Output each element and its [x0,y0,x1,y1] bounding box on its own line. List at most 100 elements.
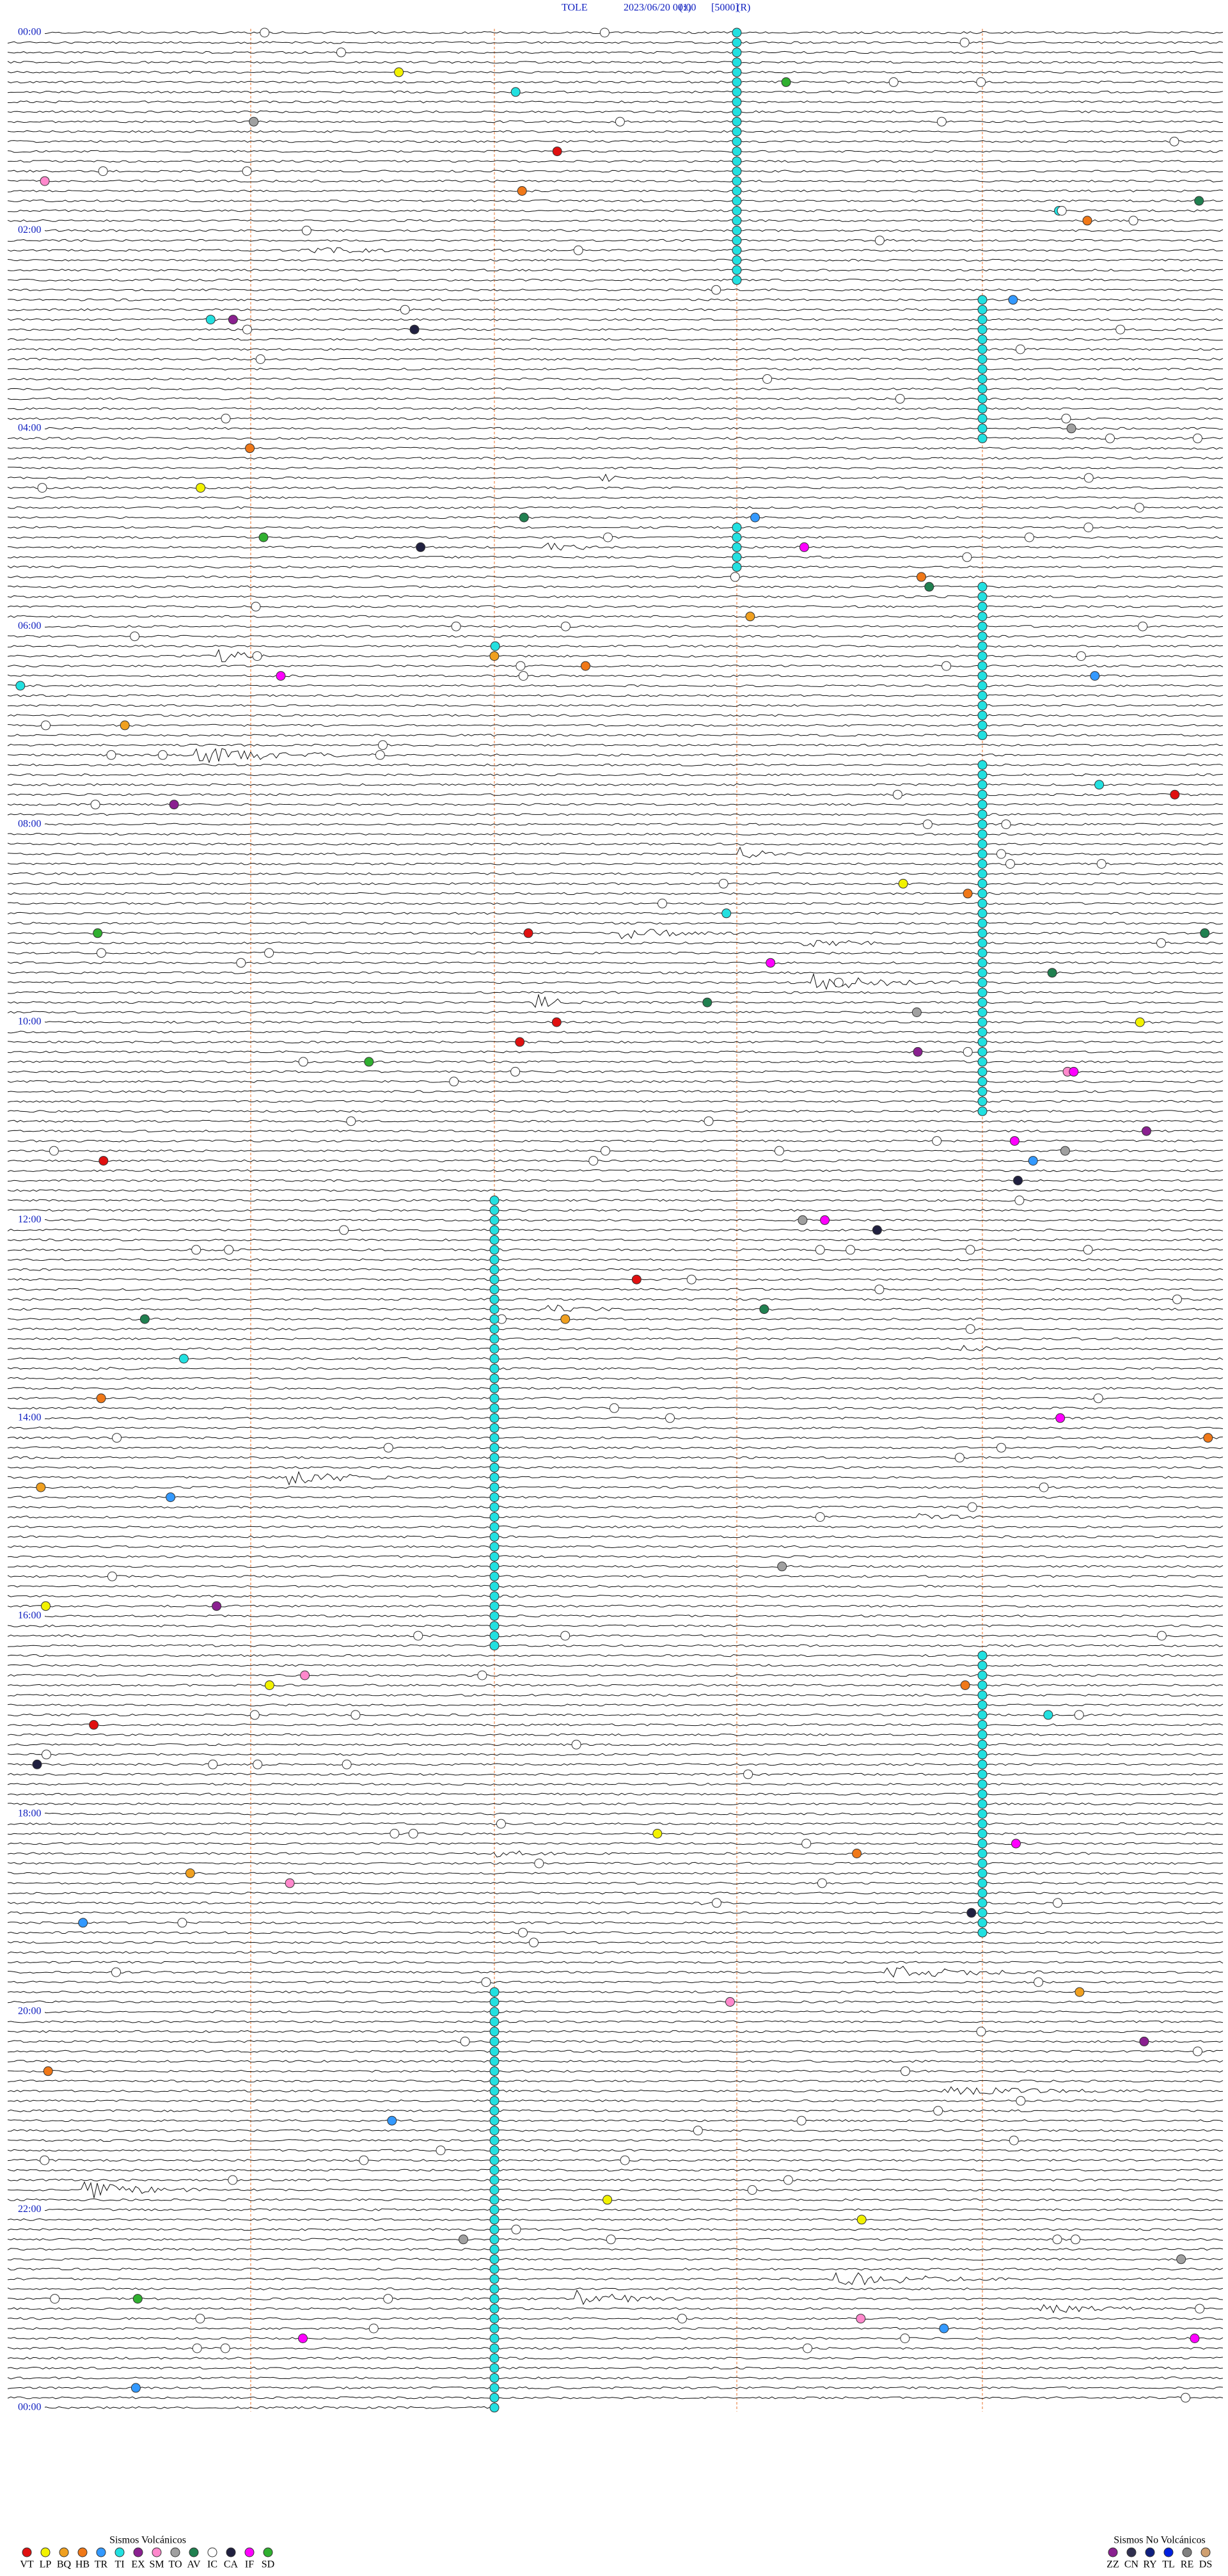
trace [7,1110,1224,1113]
trace [7,2020,1224,2023]
event-marker [833,977,844,988]
trace [7,2000,1224,2003]
event-marker [783,2175,793,2185]
tremor-marker [489,1274,500,1284]
event-marker [1083,1245,1093,1255]
event-marker [759,1304,769,1315]
trace [7,1575,1224,1578]
trace [7,1892,1224,1895]
tremor-marker [489,2076,500,2086]
legend-label: RE [1181,2559,1193,2570]
trace [7,2050,1224,2053]
event-marker [111,1967,121,1977]
trace [7,2069,1224,2073]
event-marker [1138,621,1148,631]
tremor-marker [489,1473,500,1483]
trace [7,595,1224,598]
tremor-marker [489,2284,500,2294]
trace [7,674,1224,677]
event-marker [41,720,51,731]
event-marker [601,1146,610,1156]
tremor-marker [489,2007,500,2017]
tremor-marker [977,354,988,364]
event-marker [1181,2392,1191,2403]
tremor-marker [489,1522,500,1532]
event-marker [245,443,255,454]
tremor-marker [732,107,742,117]
event-marker [242,166,252,177]
trace [7,1535,1224,1538]
trace [7,2181,1224,2199]
event-marker [169,800,179,810]
tremor-marker [977,1878,988,1888]
trace [7,347,1224,351]
trace [7,407,1224,410]
trace [7,377,1224,381]
tremor-marker [489,1344,500,1354]
tremor-marker [977,1739,988,1750]
event-marker [1024,532,1034,542]
trace [7,1456,1224,1459]
trace [7,247,1224,253]
event-marker [1090,671,1100,681]
time-label: 14:00 [18,1412,41,1423]
header-text: (1) [679,3,691,13]
event-marker [1034,1977,1044,1987]
time-label-bg [6,1412,45,1423]
time-label: 02:00 [18,225,41,235]
tremor-marker [977,1789,988,1799]
event-marker [1005,859,1015,869]
tremor-marker [489,1561,500,1572]
event-marker [815,1245,825,1255]
event-marker [191,1245,201,1255]
trace [7,1119,1224,1123]
header-text: 2023/06/20 00:00 [624,3,696,13]
trace [7,1990,1224,1994]
legend-swatch [77,2547,88,2557]
trace [7,723,1224,727]
event-marker [693,2126,703,2136]
tremor-marker [489,2204,500,2215]
trace [7,2178,1224,2182]
legend-swatch [1200,2547,1211,2557]
legend-label: CA [224,2559,239,2570]
tremor-marker [732,77,742,87]
legend-swatch [170,2547,180,2557]
tremor-marker [977,898,988,908]
trace [7,2198,1223,2202]
event-marker [965,1324,975,1334]
event-marker [962,552,972,562]
trace [7,308,1224,312]
trace [7,783,1223,786]
trace [7,2158,1224,2162]
event-marker [686,1274,697,1284]
tremor-marker [732,542,742,552]
tremor-marker [977,601,988,612]
legend-swatch [152,2547,162,2557]
tremor-marker [977,1650,988,1661]
tremor-marker [977,621,988,631]
legend-swatch [22,2547,32,2557]
trace [7,832,1224,836]
event-marker [42,1750,51,1760]
tremor-marker [489,2373,500,2383]
trace [7,1783,1224,1786]
legend-swatch [244,2547,255,2557]
event-marker [1193,2046,1202,2057]
trace [7,902,1224,905]
tremor-marker [977,928,988,938]
trace [7,2010,1224,2014]
trace [7,1327,1224,1331]
trace [7,2138,1224,2142]
trace [7,972,1224,990]
time-label-bg [6,819,45,830]
tremor-marker [489,1482,500,1492]
event-marker [378,740,388,750]
event-marker [743,1769,753,1780]
event-marker [253,1759,263,1769]
event-marker [1142,1126,1151,1136]
time-label-bg [6,1611,45,1622]
trace [7,140,1224,143]
tremor-marker [977,413,988,423]
tremor-marker [732,225,742,235]
